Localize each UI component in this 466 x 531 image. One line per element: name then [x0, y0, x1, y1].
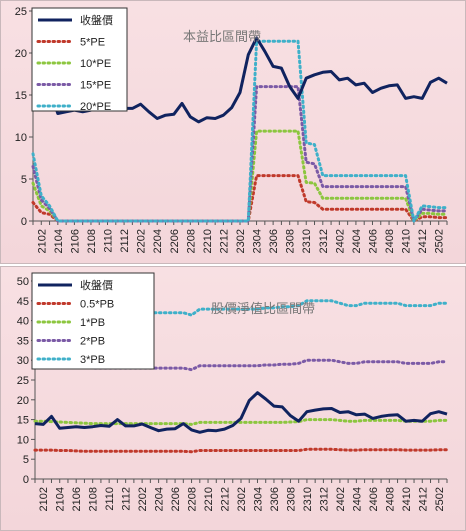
- pe-band-chart-panel: 0 5 10 15 20 25 2102 2104 2106 2108 2110 2112 2202 22…: [0, 0, 466, 264]
- legend-label-收盤價: 收盤價: [80, 278, 113, 292]
- x-tick-label: 2208: [185, 229, 197, 253]
- legend-label-20*PE: 20*PE: [80, 101, 111, 113]
- x-tick-label: 2202: [136, 229, 148, 253]
- x-tick-label: 2310: [301, 229, 313, 253]
- chart-title: 本益比區間帶: [183, 30, 261, 45]
- x-tick-label: 2304: [252, 487, 264, 511]
- x-tick-label: 2106: [71, 487, 83, 511]
- x-tick-label: 2112: [119, 229, 131, 253]
- x-tick-label: 2102: [38, 487, 50, 511]
- x-tick-label: 2206: [170, 487, 182, 511]
- series-line-收盤價: [34, 391, 448, 434]
- y-tick-label: 25: [15, 6, 27, 18]
- x-tick-label: 2306: [269, 487, 281, 511]
- legend-box: [31, 7, 128, 112]
- x-tick-label: 2502: [434, 229, 446, 253]
- x-tick-label: 2412: [417, 229, 429, 253]
- x-tick-label: 2212: [220, 487, 232, 511]
- y-tick-label: 0: [21, 216, 27, 228]
- y-tick-label: 15: [15, 90, 27, 102]
- x-tick-label: 2502: [434, 487, 446, 511]
- legend-label-5*PE: 5*PE: [80, 37, 105, 49]
- y-tick-label: 35: [17, 335, 29, 347]
- x-tick-label: 2302: [235, 229, 247, 253]
- x-tick-label: 2310: [302, 487, 314, 511]
- x-tick-label: 2410: [401, 229, 413, 253]
- x-tick-label: 2104: [53, 229, 65, 253]
- legend-label-1*PB: 1*PB: [80, 317, 105, 329]
- y-tick-label: 15: [17, 415, 29, 427]
- x-tick-label: 2408: [384, 229, 396, 253]
- pb-band-chart-panel: 0 5 10 15 20 25 30 35 40 45 50 2102 2104 2106 2108 2110…: [0, 266, 466, 531]
- x-tick-label: 2112: [121, 487, 133, 511]
- y-tick-label: 45: [17, 296, 29, 308]
- legend-label-0.5*PB: 0.5*PB: [80, 299, 114, 311]
- x-tick-label: 2110: [103, 229, 115, 253]
- x-tick-label: 2210: [203, 487, 215, 511]
- legend-label-15*PE: 15*PE: [80, 80, 111, 92]
- x-tick-label: 2410: [401, 487, 413, 511]
- y-tick-label: 20: [17, 395, 29, 407]
- y-tick-label: 25: [17, 375, 29, 387]
- pe-band-chart: 0 5 10 15 20 25 2102 2104 2106 2108 2110 2112 2202 22…: [15, 6, 449, 253]
- x-tick-label: 2412: [417, 487, 429, 511]
- y-tick-label: 0: [23, 474, 29, 486]
- x-tick-label: 2108: [86, 229, 98, 253]
- x-tick-label: 2208: [187, 487, 199, 511]
- y-tick-label: 10: [17, 434, 29, 446]
- x-tick-label: 2210: [202, 229, 214, 253]
- chart-title: 股價淨值比區間帶: [211, 301, 315, 317]
- x-tick-label: 2408: [384, 487, 396, 511]
- series-line-20*PE: [31, 39, 449, 223]
- x-tick-label: 2206: [169, 229, 181, 253]
- x-tick-label: 2406: [367, 229, 379, 253]
- y-tick-label: 20: [15, 48, 27, 60]
- x-tick-label: 2404: [351, 229, 363, 253]
- x-tick-label: 2204: [154, 487, 166, 511]
- y-tick-label: 5: [21, 174, 27, 186]
- legend-label-收盤價: 收盤價: [80, 13, 113, 27]
- series-line-0.5*PB: [33, 447, 449, 454]
- y-tick-label: 50: [17, 276, 29, 288]
- pb-band-chart: 0 5 10 15 20 25 30 35 40 45 50 2102 2104 2106 2108 2110…: [17, 272, 449, 511]
- x-tick-label: 2202: [137, 487, 149, 511]
- x-tick-label: 2304: [252, 229, 264, 253]
- x-tick-label: 2312: [318, 229, 330, 253]
- x-tick-label: 2308: [285, 229, 297, 253]
- x-tick-label: 2308: [285, 487, 297, 511]
- series-line-1*PB: [33, 418, 449, 426]
- x-tick-label: 2302: [236, 487, 248, 511]
- x-tick-label: 2306: [268, 229, 280, 253]
- x-tick-label: 2108: [88, 487, 100, 511]
- x-tick-label: 2106: [69, 229, 81, 253]
- legend-label-3*PB: 3*PB: [80, 354, 105, 366]
- x-tick-label: 2402: [334, 229, 346, 253]
- x-tick-label: 2406: [368, 487, 380, 511]
- x-tick-label: 2402: [335, 487, 347, 511]
- y-tick-label: 10: [15, 132, 27, 144]
- y-tick-label: 5: [23, 454, 29, 466]
- x-tick-label: 2312: [318, 487, 330, 511]
- y-tick-label: 40: [17, 316, 29, 328]
- x-tick-label: 2204: [152, 229, 164, 253]
- legend-label-2*PB: 2*PB: [80, 336, 105, 348]
- x-tick-label: 2102: [36, 229, 48, 253]
- x-tick-label: 2212: [218, 229, 230, 253]
- legend-label-10*PE: 10*PE: [80, 58, 111, 70]
- x-tick-label: 2404: [351, 487, 363, 511]
- y-tick-label: 30: [17, 355, 29, 367]
- x-tick-label: 2104: [55, 487, 67, 511]
- x-tick-label: 2110: [104, 487, 116, 511]
